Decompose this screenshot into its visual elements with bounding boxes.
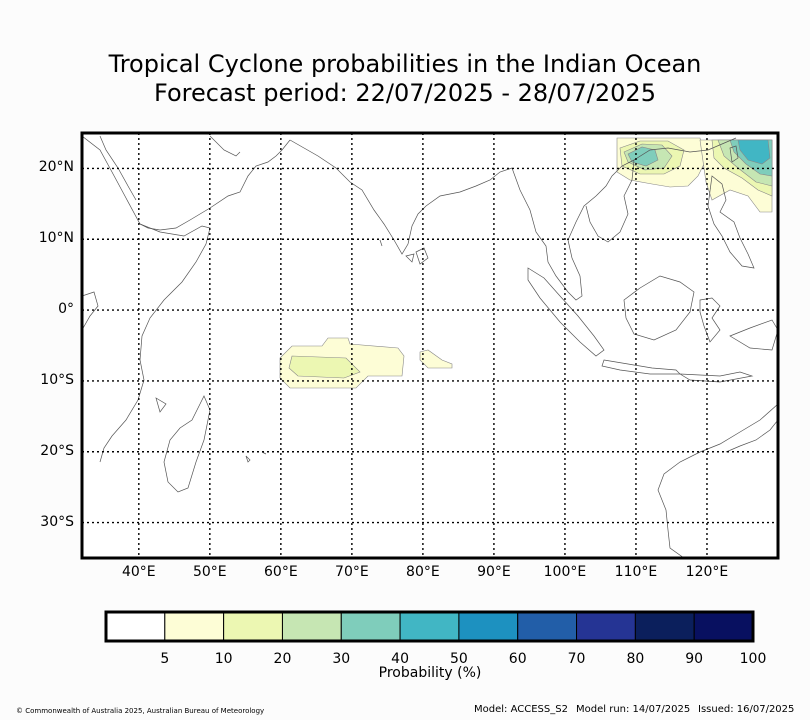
longitude-label: 80°E: [406, 564, 440, 580]
map-content: [82, 133, 778, 558]
probability-region-south-indian: [279, 337, 453, 389]
colorbar-tick-label: 5: [160, 651, 170, 667]
colorbar-tick-label: 40: [391, 651, 409, 667]
colorbar-tick-label: 90: [685, 651, 704, 667]
colorbar-label: Probability (%): [378, 665, 482, 681]
longitude-label: 110°E: [614, 564, 658, 580]
latitude-label: 30°S: [40, 513, 74, 530]
gridlines: [82, 133, 778, 558]
longitude-label: 70°E: [335, 564, 369, 580]
latitude-label: 10°N: [38, 230, 74, 247]
latitude-label: 20°S: [40, 442, 74, 459]
copyright-notice: © Commonwealth of Australia 2025, Austra…: [16, 707, 265, 715]
probability-region-west-pacific: [699, 139, 773, 213]
colorbar-tick-label: 70: [567, 651, 586, 667]
colorbar-tick-label: 80: [626, 651, 645, 667]
map-background: [82, 133, 778, 558]
longitude-label: 120°E: [685, 564, 729, 580]
colorbar-tick-label: 10: [214, 651, 233, 667]
model-name: Model: ACCESS_S2: [474, 704, 568, 715]
latitude-label: 20°N: [38, 159, 74, 176]
longitude-label: 100°E: [543, 564, 587, 580]
longitude-label: 90°E: [477, 564, 511, 580]
chart-title: Tropical Cyclone probabilities in the In…: [108, 50, 702, 78]
latitude-label: 0°: [58, 301, 74, 318]
colorbar-tick-label: 60: [508, 651, 527, 667]
model-run-date: Model run: 14/07/2025: [576, 704, 691, 715]
map-frame: [80, 131, 780, 560]
colorbar-tick-label: 20: [273, 651, 292, 667]
issued-date: Issued: 16/07/2025: [698, 704, 795, 715]
colorbar-tick-label: 100: [739, 651, 767, 667]
latitude-label: 10°S: [40, 371, 74, 388]
longitude-label: 60°E: [264, 564, 298, 580]
colorbar-tick-label: 50: [449, 651, 468, 667]
probability-region-bay-of-bengal-east: [616, 137, 707, 188]
longitude-label: 50°E: [192, 564, 227, 580]
colorbar-tick-label: 30: [332, 651, 351, 667]
longitude-label: 40°E: [121, 564, 156, 580]
forecast-period: Forecast period: 22/07/2025 - 28/07/2025: [154, 79, 656, 107]
